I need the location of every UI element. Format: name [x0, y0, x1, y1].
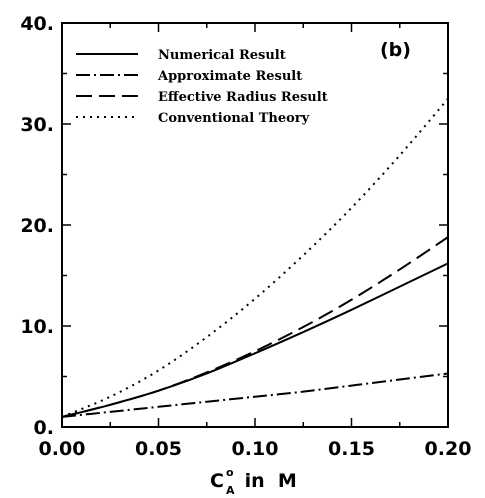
legend-label: Numerical Result: [158, 48, 286, 63]
x-axis-label-suffix: in M: [238, 470, 297, 492]
legend-label: Approximate Result: [157, 69, 302, 84]
x-tick-label: 0.05: [135, 438, 182, 460]
x-axis-label-base: C: [210, 470, 224, 492]
x-axis-label-subscript: A: [226, 484, 235, 497]
panel-label: (b): [380, 39, 411, 61]
x-tick-label: 0.10: [232, 438, 279, 460]
x-tick-label: 0.20: [425, 438, 472, 460]
x-axis-label: C o A in M: [210, 466, 297, 497]
series-layer: [61, 98, 449, 418]
x-tick-labels: 0.00 0.05 0.10 0.15 0.20: [39, 438, 472, 460]
x-tick-label: 0.00: [39, 438, 86, 460]
y-tick-label: 0.: [34, 417, 54, 439]
series-line-2: [61, 372, 449, 418]
series-line-4: [61, 98, 449, 418]
legend-label: Effective Radius Result: [158, 90, 328, 105]
series-line-1: [61, 262, 449, 418]
x-tick-label: 0.15: [328, 438, 375, 460]
series-line-3: [61, 236, 449, 418]
legend: Numerical Result Approximate Result Effect…: [76, 48, 328, 126]
y-tick-label: 10.: [20, 316, 54, 338]
x-axis-label-superscript: o: [226, 466, 234, 479]
axis-ticks: [61, 22, 449, 428]
y-tick-label: 20.: [20, 215, 54, 237]
y-tick-label: 40.: [20, 13, 54, 35]
legend-label: Conventional Theory: [158, 111, 310, 126]
y-tick-label: 30.: [20, 114, 54, 136]
y-tick-labels: 0. 10. 20. 30. 40.: [20, 13, 54, 439]
